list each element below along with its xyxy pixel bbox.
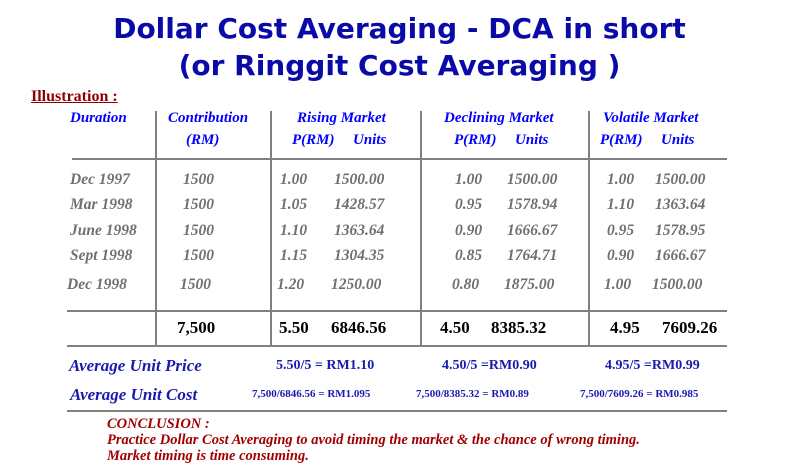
illustration-label: Illustration : — [31, 88, 118, 105]
averages-divider — [67, 410, 727, 412]
cell-declining-p: 0.90 — [455, 222, 483, 239]
cell-contribution: 1500 — [180, 276, 211, 293]
column-divider — [155, 111, 157, 346]
cell-rising-p: 1.20 — [277, 276, 305, 293]
header-duration: Duration — [70, 110, 127, 126]
header-rising-price: P(RM) — [292, 132, 335, 148]
conclusion-line-1: Practice Dollar Cost Averaging to avoid … — [107, 432, 640, 448]
cell-rising-p: 1.00 — [280, 171, 308, 188]
cell-rising-u: 1304.35 — [334, 247, 385, 264]
cell-declining-p: 0.80 — [452, 276, 480, 293]
totals-top-divider — [67, 310, 727, 312]
cell-duration: Sept 1998 — [70, 247, 133, 264]
header-volatile-price: P(RM) — [600, 132, 643, 148]
cell-rising-u: 1363.64 — [334, 222, 385, 239]
average-price-declining: 4.50/5 =RM0.90 — [442, 358, 537, 373]
cell-rising-p: 1.15 — [280, 247, 308, 264]
cell-declining-u: 1666.67 — [507, 222, 558, 239]
column-divider — [270, 111, 272, 346]
totals-bottom-divider — [67, 345, 727, 347]
average-price-rising: 5.50/5 = RM1.10 — [276, 358, 375, 373]
average-cost-label: Average Unit Cost — [70, 385, 198, 404]
cell-volatile-p: 0.90 — [607, 247, 635, 264]
cell-contribution: 1500 — [183, 247, 214, 264]
title-line-1: Dollar Cost Averaging - DCA in short — [113, 12, 686, 45]
total-rising-units: 6846.56 — [331, 318, 387, 337]
header-contribution-unit: (RM) — [186, 132, 220, 148]
cell-volatile-u: 1500.00 — [652, 276, 703, 293]
column-divider — [420, 111, 422, 346]
cell-volatile-p: 1.00 — [604, 276, 632, 293]
cell-contribution: 1500 — [183, 171, 214, 188]
total-rising-price: 5.50 — [279, 318, 309, 337]
cell-rising-p: 1.10 — [280, 222, 308, 239]
cell-duration: Dec 1998 — [67, 276, 127, 293]
cell-duration: June 1998 — [70, 222, 137, 239]
average-cost-rising: 7,500/6846.56 = RM1.095 — [252, 388, 371, 400]
cell-volatile-u: 1363.64 — [655, 196, 706, 213]
header-declining-units: Units — [515, 132, 549, 148]
cell-rising-u: 1428.57 — [334, 196, 385, 213]
header-contribution: Contribution — [168, 110, 249, 126]
column-divider — [588, 111, 590, 346]
header-volatile-units: Units — [661, 132, 695, 148]
cell-volatile-u: 1578.95 — [655, 222, 706, 239]
total-volatile-units: 7609.26 — [662, 318, 718, 337]
cell-rising-p: 1.05 — [280, 196, 308, 213]
average-cost-declining: 7,500/8385.32 = RM0.89 — [416, 388, 529, 400]
cell-declining-u: 1764.71 — [507, 247, 558, 264]
header-declining: Declining Market — [444, 110, 554, 126]
cell-declining-p: 0.85 — [455, 247, 483, 264]
title-line-2: (or Ringgit Cost Averaging ) — [178, 49, 621, 82]
cell-volatile-p: 1.00 — [607, 171, 635, 188]
total-declining-units: 8385.32 — [491, 318, 547, 337]
cell-declining-u: 1875.00 — [504, 276, 555, 293]
cell-declining-p: 1.00 — [455, 171, 483, 188]
cell-declining-u: 1578.94 — [507, 196, 558, 213]
conclusion-line-2: Market timing is time consuming. — [107, 448, 309, 464]
header-rising-units: Units — [353, 132, 387, 148]
cell-volatile-u: 1500.00 — [655, 171, 706, 188]
cell-rising-u: 1500.00 — [334, 171, 385, 188]
cell-volatile-u: 1666.67 — [655, 247, 706, 264]
cell-contribution: 1500 — [183, 196, 214, 213]
total-volatile-price: 4.95 — [610, 318, 640, 337]
cell-contribution: 1500 — [183, 222, 214, 239]
cell-declining-p: 0.95 — [455, 196, 483, 213]
average-cost-volatile: 7,500/7609.26 = RM0.985 — [580, 388, 699, 400]
average-price-volatile: 4.95/5 =RM0.99 — [605, 358, 700, 373]
header-divider — [72, 158, 727, 160]
total-declining-price: 4.50 — [440, 318, 470, 337]
cell-volatile-p: 0.95 — [607, 222, 635, 239]
cell-rising-u: 1250.00 — [331, 276, 382, 293]
header-volatile: Volatile Market — [603, 110, 699, 126]
cell-declining-u: 1500.00 — [507, 171, 558, 188]
cell-volatile-p: 1.10 — [607, 196, 635, 213]
average-price-label: Average Unit Price — [69, 356, 202, 375]
cell-duration: Dec 1997 — [70, 171, 130, 188]
header-rising: Rising Market — [297, 110, 386, 126]
header-declining-price: P(RM) — [454, 132, 497, 148]
conclusion-heading: CONCLUSION : — [107, 416, 210, 432]
cell-duration: Mar 1998 — [70, 196, 133, 213]
total-contribution: 7,500 — [177, 318, 216, 337]
